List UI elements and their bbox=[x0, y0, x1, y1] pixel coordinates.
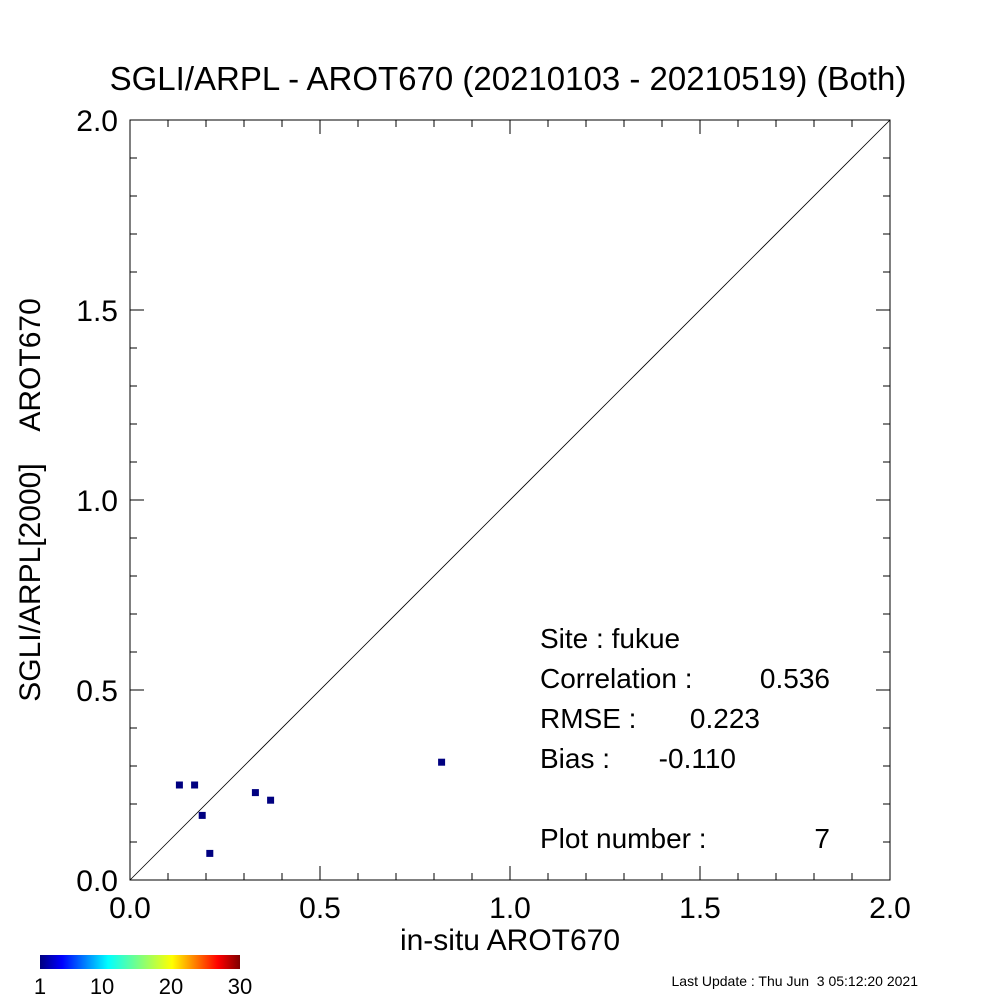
data-point bbox=[175, 781, 183, 789]
data-point bbox=[267, 796, 275, 804]
plot-number-value: 7 bbox=[814, 823, 830, 854]
plot-number-label: Plot number : bbox=[540, 823, 707, 854]
data-point bbox=[438, 758, 446, 766]
axis-ticks bbox=[129, 119, 891, 881]
y-tick-label: 0.5 bbox=[76, 675, 118, 708]
site-label: Site : fukue bbox=[540, 623, 680, 654]
y-tick-label: 1.0 bbox=[76, 485, 118, 518]
y-axis-label: SGLI/ARPL[2000] AROT670 bbox=[14, 298, 47, 702]
bias-value: -0.110 bbox=[659, 743, 736, 774]
y-tick-label: 2.0 bbox=[76, 105, 118, 138]
y-tick-label: 1.5 bbox=[76, 295, 118, 328]
colorbar-tick-label: 1 bbox=[34, 974, 46, 999]
data-point bbox=[191, 781, 199, 789]
rmse-value: 0.223 bbox=[690, 703, 760, 734]
x-tick-label: 2.0 bbox=[869, 892, 911, 925]
stats-box: Site : fukue Correlation : 0.536 RMSE : … bbox=[540, 623, 830, 854]
x-tick-label: 0.5 bbox=[299, 892, 341, 925]
last-update: Last Update : Thu Jun 3 05:12:20 2021 bbox=[672, 973, 919, 989]
one-to-one-line bbox=[129, 119, 891, 881]
colorbar-ticks: 1 10 20 30 bbox=[34, 974, 252, 999]
data-point bbox=[198, 811, 206, 819]
colorbar-tick-label: 20 bbox=[159, 974, 183, 999]
colorbar: 1 10 20 30 bbox=[34, 955, 252, 999]
y-tick-label: 0.0 bbox=[76, 865, 118, 898]
x-axis-label: in-situ AROT670 bbox=[400, 924, 620, 957]
plot-area bbox=[129, 119, 891, 881]
data-point bbox=[206, 849, 214, 857]
correlation-value: 0.536 bbox=[760, 663, 830, 694]
colorbar-tick-label: 30 bbox=[228, 974, 252, 999]
data-points bbox=[175, 758, 446, 857]
rmse-label: RMSE : bbox=[540, 703, 636, 734]
x-tick-label: 1.0 bbox=[489, 892, 531, 925]
bias-label: Bias : bbox=[540, 743, 610, 774]
tick-labels: 0.0 0.5 1.0 1.5 2.0 0.0 0.5 1.0 1.5 2.0 bbox=[76, 105, 911, 925]
colorbar-tick-label: 10 bbox=[90, 974, 114, 999]
chart-title: SGLI/ARPL - AROT670 (20210103 - 20210519… bbox=[110, 60, 907, 97]
correlation-label: Correlation : bbox=[540, 663, 693, 694]
data-point bbox=[251, 789, 259, 797]
colorbar-gradient bbox=[40, 955, 240, 969]
x-tick-label: 1.5 bbox=[679, 892, 721, 925]
x-tick-label: 0.0 bbox=[109, 892, 151, 925]
